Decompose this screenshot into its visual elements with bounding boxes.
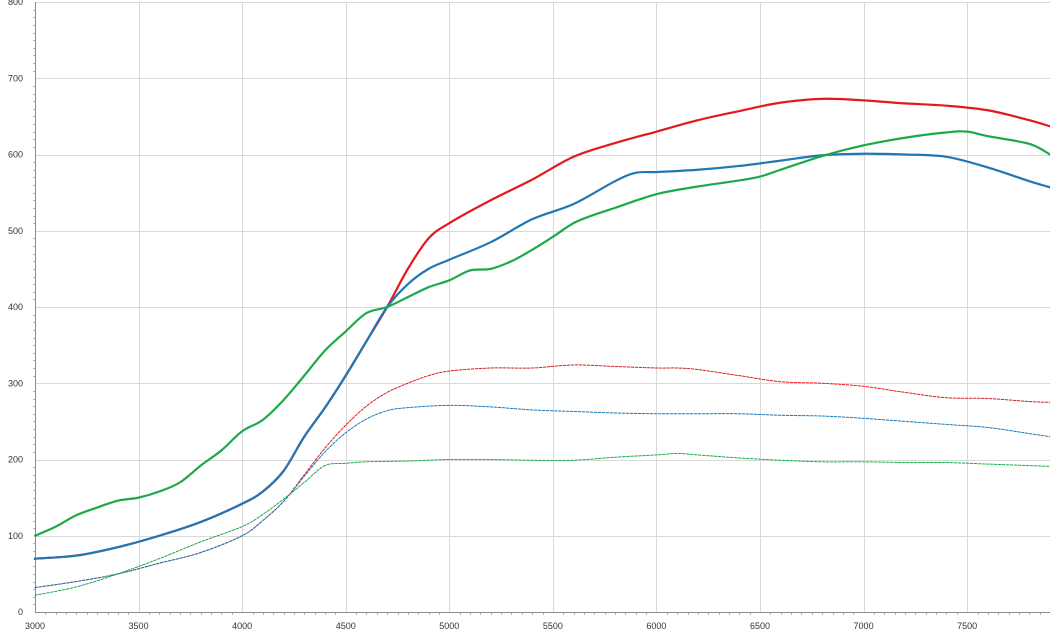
y-tick-label: 400 [8, 302, 23, 312]
y-tick-label: 500 [8, 226, 23, 236]
series-line-1-solid [33, 152, 1050, 560]
series-line-4-dashed [34, 404, 1050, 589]
x-tick-label: 5000 [439, 621, 459, 631]
x-tick-label: 6500 [750, 621, 770, 631]
series-line-5-dashed [34, 452, 1050, 596]
y-tick-label: 300 [8, 378, 23, 388]
series-line-2-solid [33, 130, 1050, 537]
tick-labels: 0 100 200 300 400 500 600 700 800 3000 3500 4000 450… [8, 0, 977, 631]
x-tick-label: 7000 [854, 621, 874, 631]
y-tick-label: 700 [8, 73, 23, 83]
x-tick-label: 6000 [646, 621, 666, 631]
x-tick-label: 4500 [336, 621, 356, 631]
x-tick-label: 3000 [25, 621, 45, 631]
x-tick-label: 7500 [957, 621, 977, 631]
series-lines [33, 97, 1050, 596]
y-tick-label: 0 [18, 607, 23, 617]
y-tick-label: 800 [8, 0, 23, 7]
x-tick-label: 4000 [232, 621, 252, 631]
y-tick-label: 100 [8, 531, 23, 541]
x-tick-label: 3500 [129, 621, 149, 631]
y-tick-label: 200 [8, 455, 23, 465]
axes [33, 2, 1050, 615]
y-tick-label: 600 [8, 150, 23, 160]
x-tick-label: 5500 [543, 621, 563, 631]
